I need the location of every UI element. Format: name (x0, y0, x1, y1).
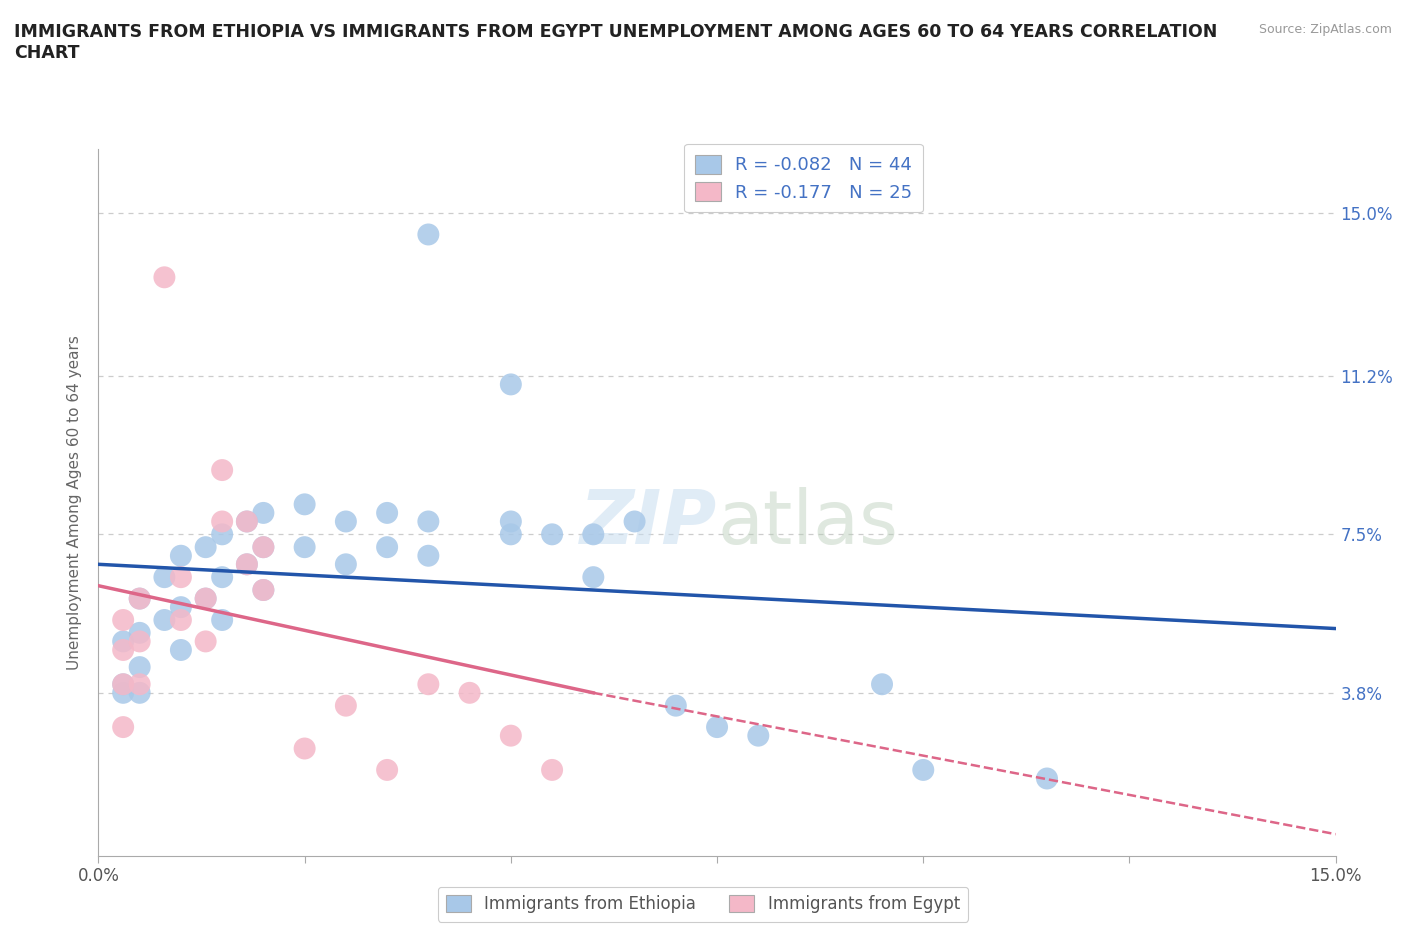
Point (870, 677, 893, 692)
Point (194, 539, 217, 554)
Legend: Immigrants from Ethiopia, Immigrants from Egypt: Immigrants from Ethiopia, Immigrants fro… (437, 887, 969, 922)
Point (294, 497, 316, 512)
Point (128, 685, 150, 700)
Point (211, 570, 233, 585)
Point (153, 270, 176, 285)
Point (1036, 771, 1059, 786)
Point (294, 741, 316, 756)
Point (128, 591, 150, 606)
Point (499, 728, 522, 743)
Point (211, 462, 233, 477)
Point (335, 557, 357, 572)
Point (112, 685, 135, 700)
Point (252, 582, 274, 597)
Point (128, 677, 150, 692)
Text: ZIP: ZIP (579, 487, 717, 560)
Point (170, 549, 193, 564)
Point (170, 643, 193, 658)
Point (128, 625, 150, 640)
Point (912, 763, 935, 777)
Point (418, 677, 440, 692)
Legend: R = -0.082   N = 44, R = -0.177   N = 25: R = -0.082 N = 44, R = -0.177 N = 25 (685, 144, 922, 212)
Point (499, 527, 522, 542)
Point (499, 514, 522, 529)
Point (375, 763, 398, 777)
Point (252, 582, 274, 597)
Point (170, 600, 193, 615)
Point (236, 514, 259, 529)
Point (128, 591, 150, 606)
Point (153, 613, 176, 628)
Point (211, 613, 233, 628)
Point (747, 728, 769, 743)
Point (458, 685, 481, 700)
Point (112, 720, 135, 735)
Point (418, 514, 440, 529)
Point (582, 570, 605, 585)
Point (194, 591, 217, 606)
Text: atlas: atlas (717, 487, 898, 560)
Y-axis label: Unemployment Among Ages 60 to 64 years: Unemployment Among Ages 60 to 64 years (67, 335, 83, 670)
Point (170, 570, 193, 585)
Point (252, 506, 274, 521)
Point (112, 613, 135, 628)
Point (665, 698, 688, 713)
Point (252, 539, 274, 554)
Point (706, 720, 728, 735)
Point (112, 643, 135, 658)
Text: IMMIGRANTS FROM ETHIOPIA VS IMMIGRANTS FROM EGYPT UNEMPLOYMENT AMONG AGES 60 TO : IMMIGRANTS FROM ETHIOPIA VS IMMIGRANTS F… (14, 23, 1218, 62)
Point (236, 557, 259, 572)
Point (211, 514, 233, 529)
Point (375, 539, 398, 554)
Point (236, 514, 259, 529)
Point (375, 506, 398, 521)
Point (153, 570, 176, 585)
Point (252, 539, 274, 554)
Point (128, 659, 150, 674)
Point (112, 634, 135, 649)
Point (211, 527, 233, 542)
Text: Source: ZipAtlas.com: Source: ZipAtlas.com (1258, 23, 1392, 36)
Point (335, 514, 357, 529)
Point (236, 557, 259, 572)
Point (582, 527, 605, 542)
Point (418, 549, 440, 564)
Point (194, 591, 217, 606)
Point (112, 677, 135, 692)
Point (170, 613, 193, 628)
Point (112, 677, 135, 692)
Point (499, 377, 522, 392)
Point (294, 539, 316, 554)
Point (335, 698, 357, 713)
Point (541, 763, 564, 777)
Point (623, 514, 645, 529)
Point (128, 634, 150, 649)
Point (541, 527, 564, 542)
Point (418, 227, 440, 242)
Point (194, 634, 217, 649)
